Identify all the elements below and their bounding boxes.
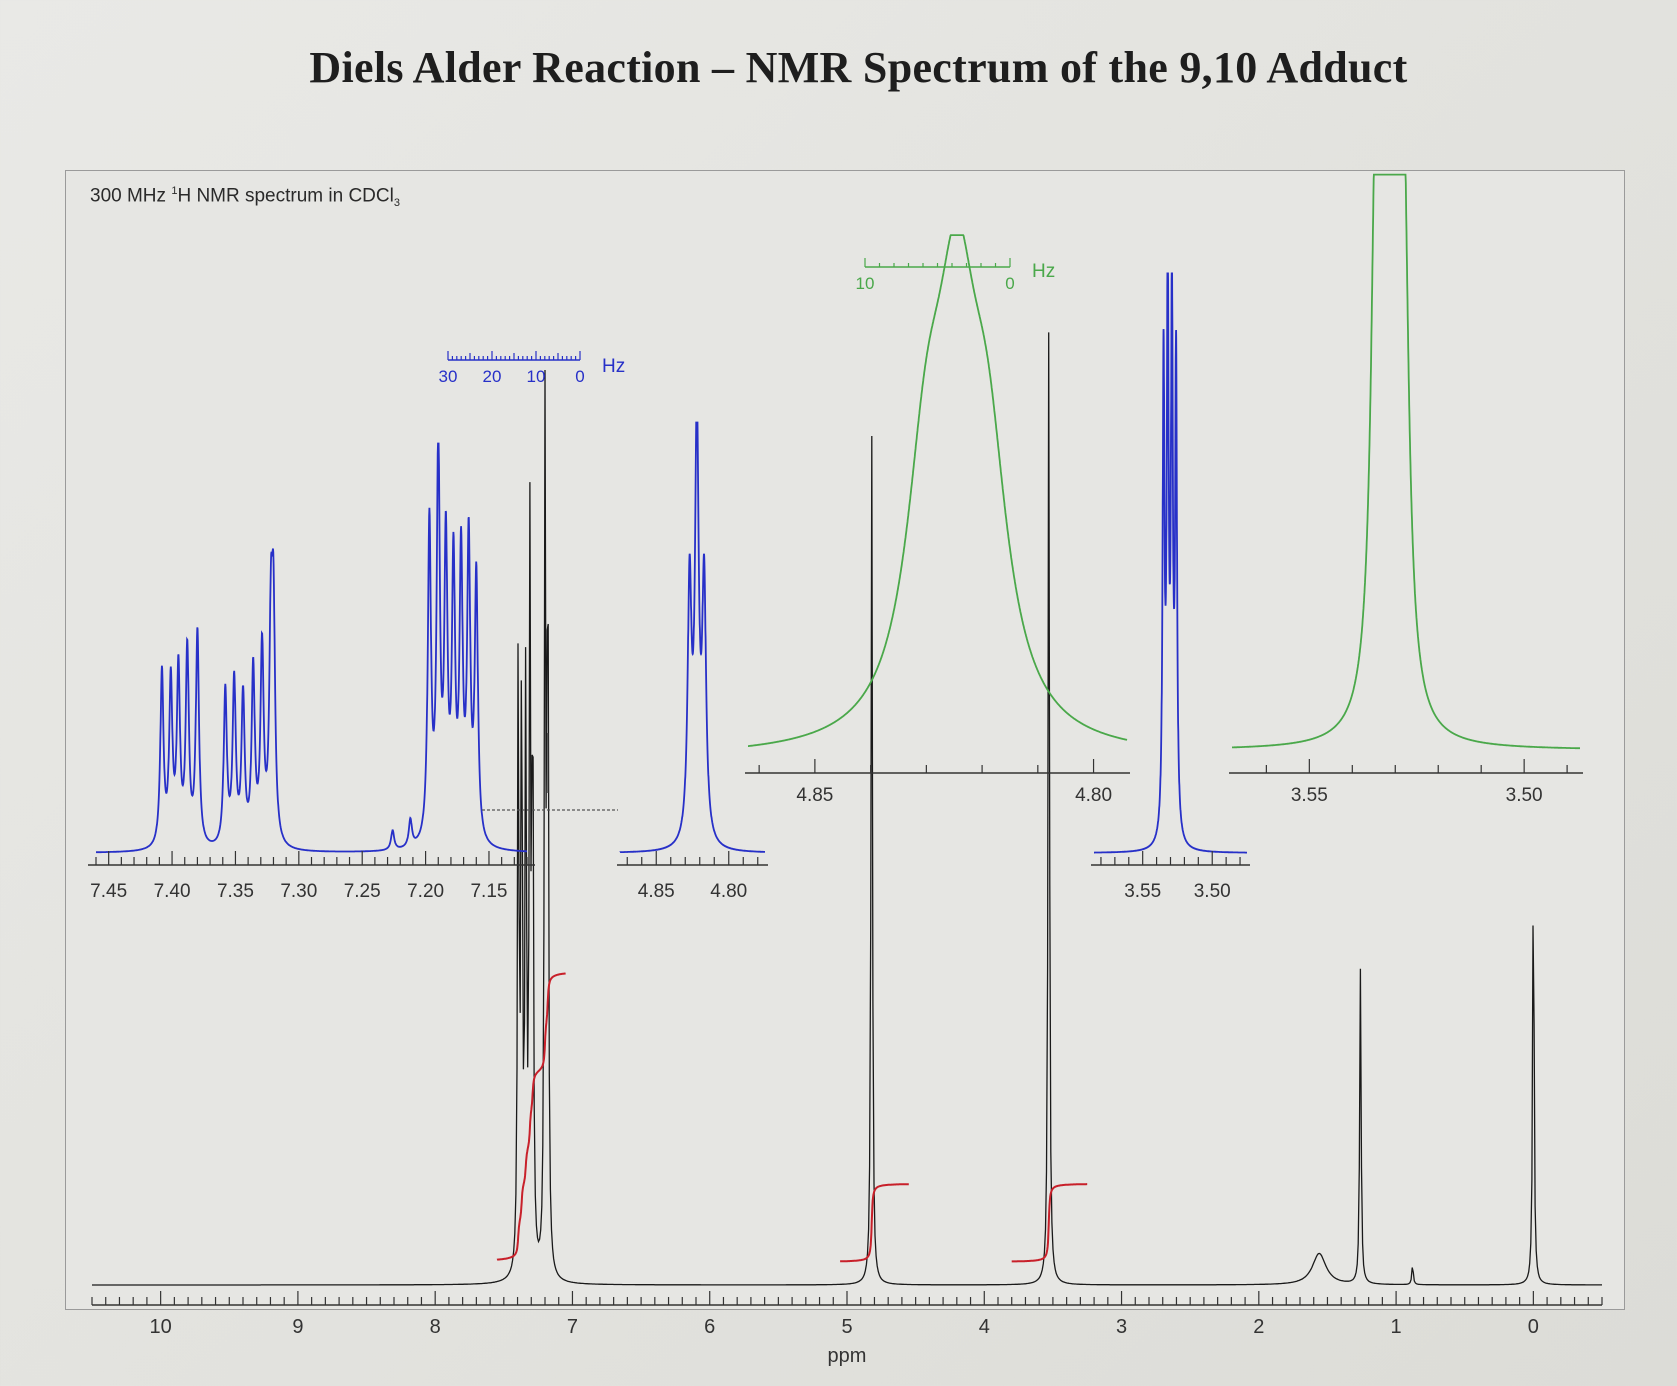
subtitle-main: H NMR spectrum in CDCl (177, 185, 394, 207)
inset-4.8-green-tick-label: 4.85 (796, 785, 833, 806)
main-spectrum-trace (92, 332, 1602, 1286)
inset-3.5-green-trace (1232, 173, 1580, 750)
inset-aromatic-hz-label: 30 (439, 367, 458, 386)
inset-aromatic-hz-label: 20 (483, 367, 502, 386)
inset-aromatic-tick-label: 7.40 (154, 881, 191, 902)
inset-3.5-green-group: 3.55 3.50 (1229, 173, 1583, 806)
integral-curve-1 (840, 1183, 909, 1263)
subtitle-sub: 3 (393, 197, 400, 210)
main-spectrum-tick-label: 10 (150, 1316, 172, 1338)
inset-aromatic-hz-unit: Hz (602, 356, 625, 377)
inset-aromatic-hz-label: 10 (527, 367, 546, 386)
main-spectrum-tick-label: 6 (704, 1316, 715, 1338)
inset-4.8-green-trace (748, 234, 1128, 747)
chart-frame (65, 170, 1625, 1310)
inset-aromatic-tick-label: 7.45 (90, 881, 127, 902)
inset-4.8-green-hz-unit: Hz (1032, 261, 1055, 282)
inset-aromatic-tick-label: 7.30 (280, 881, 317, 902)
main-spectrum-tick-label: 7 (567, 1316, 578, 1338)
inset-3.5-blue-group: 3.55 3.50 (1091, 272, 1250, 902)
inset-3.5-blue-tick-label: 3.50 (1194, 881, 1231, 902)
main-spectrum-tick-label: 3 (1116, 1316, 1127, 1338)
main-spectrum-tick-label: 5 (841, 1316, 852, 1338)
inset-4.8-blue-group: 4.85 4.80 (617, 421, 768, 902)
inset-4.8-green-hz-label: 0 (1005, 274, 1014, 293)
chart-subtitle: 300 MHz 1H NMR spectrum in CDCl3 (90, 185, 400, 209)
main-spectrum-tick-label: 9 (292, 1316, 303, 1338)
inset-aromatic-trace (96, 442, 527, 854)
main-spectrum-tick-label: 4 (979, 1316, 990, 1338)
main-spectrum-tick-label: 2 (1253, 1316, 1264, 1338)
main-spectrum-tick-label: 0 (1528, 1316, 1539, 1338)
inset-aromatic-group: 7.45 7.40 7.35 7.30 7.25 7.20 7.15 30 20 10 0 Hz (88, 351, 625, 902)
main-spectrum-tick-label: 1 (1391, 1316, 1402, 1338)
integral-curve-0 (496, 972, 566, 1261)
inset-aromatic-tick-label: 7.25 (344, 881, 381, 902)
inset-3.5-blue-tick-label: 3.55 (1124, 881, 1161, 902)
inset-4.8-blue-trace (619, 421, 765, 853)
inset-3.5-green-tick-label: 3.50 (1506, 785, 1543, 806)
inset-4.8-green-group: 4.85 4.80 10 0 Hz (745, 234, 1130, 806)
inset-aromatic-tick-label: 7.20 (407, 881, 444, 902)
inset-aromatic-tick-label: 7.15 (470, 881, 507, 902)
x-axis-label: ppm (828, 1345, 867, 1367)
inset-3.5-blue-trace (1094, 272, 1247, 854)
inset-4.8-green-hz-label: 10 (856, 274, 875, 293)
subtitle-freq: 300 MHz (90, 185, 172, 207)
inset-4.8-blue-tick-label: 4.85 (638, 881, 675, 902)
inset-aromatic-hz-label: 0 (575, 367, 584, 386)
inset-4.8-green-tick-label: 4.80 (1075, 785, 1112, 806)
inset-aromatic-tick-label: 7.35 (217, 881, 254, 902)
subtitle-sup: 1 (171, 185, 178, 197)
main-spectrum-tick-label: 8 (430, 1316, 441, 1338)
inset-4.8-blue-tick-label: 4.80 (710, 881, 747, 902)
integral-curve-2 (1011, 1183, 1088, 1263)
inset-3.5-green-tick-label: 3.55 (1291, 785, 1328, 806)
page-title: Diels Alder Reaction – NMR Spectrum of t… (309, 43, 1408, 92)
